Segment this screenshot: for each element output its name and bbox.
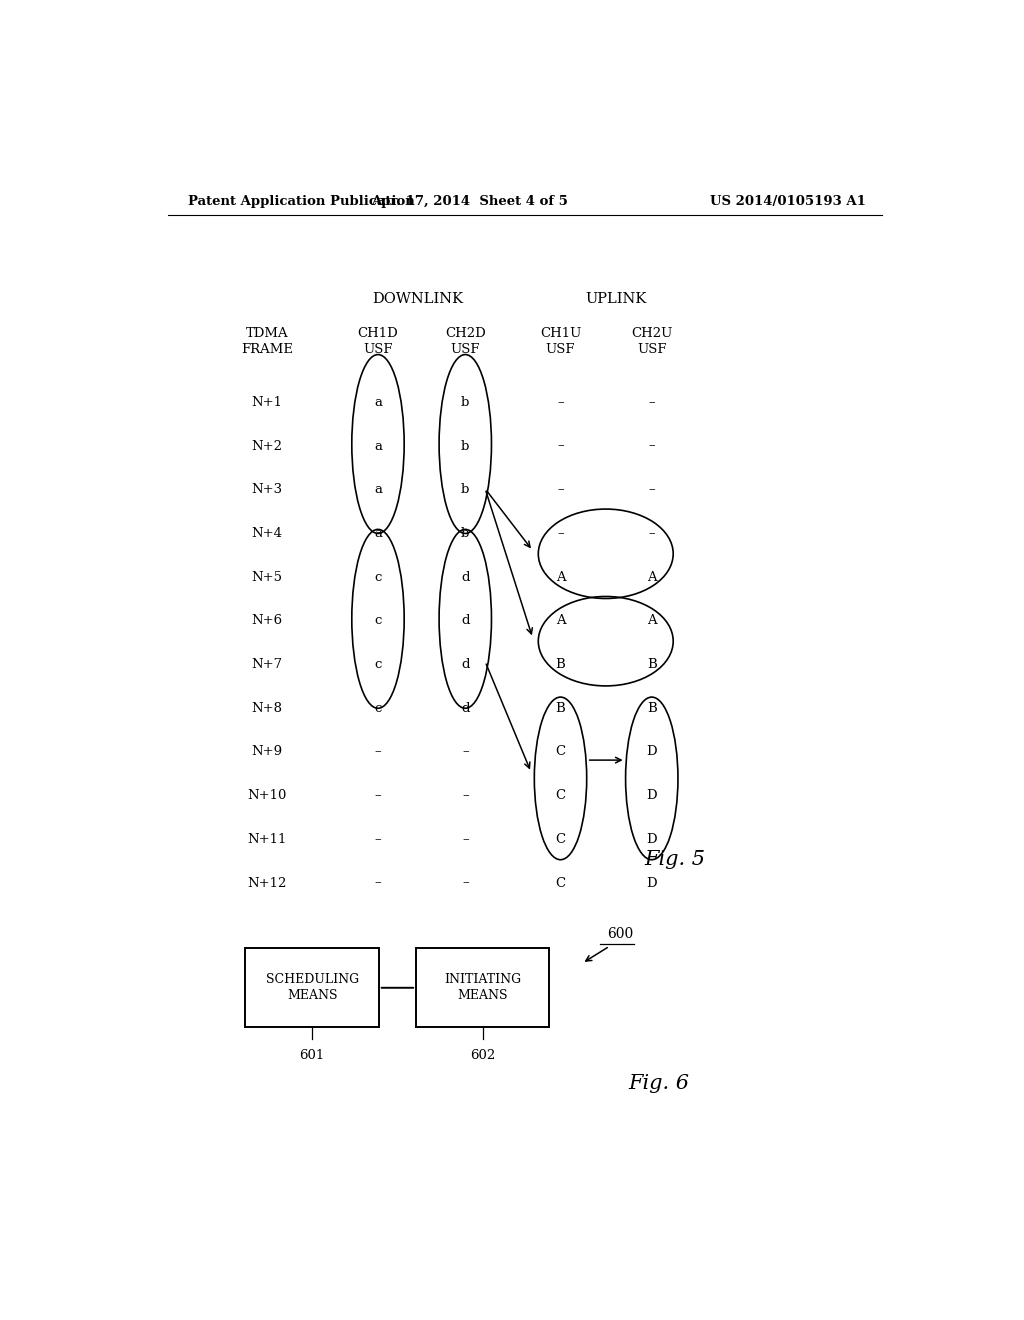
Text: C: C [555, 833, 565, 846]
Text: d: d [461, 614, 470, 627]
Text: N+8: N+8 [251, 702, 283, 714]
Text: N+1: N+1 [251, 396, 283, 409]
Text: N+11: N+11 [247, 833, 287, 846]
Text: c: c [375, 659, 382, 671]
Text: A: A [556, 614, 565, 627]
Text: D: D [646, 876, 657, 890]
Text: –: – [648, 396, 655, 409]
Text: TDMA
FRAME: TDMA FRAME [241, 327, 293, 356]
Text: –: – [648, 527, 655, 540]
FancyBboxPatch shape [246, 948, 379, 1027]
Text: a: a [374, 440, 382, 453]
Text: –: – [648, 440, 655, 453]
Text: A: A [647, 570, 656, 583]
Text: –: – [375, 746, 381, 759]
Text: –: – [375, 789, 381, 803]
Text: a: a [374, 483, 382, 496]
Text: d: d [461, 570, 470, 583]
Text: –: – [462, 833, 469, 846]
Text: b: b [461, 440, 469, 453]
Text: N+3: N+3 [251, 483, 283, 496]
Text: Fig. 6: Fig. 6 [628, 1074, 689, 1093]
Text: –: – [375, 833, 381, 846]
Text: SCHEDULING
MEANS: SCHEDULING MEANS [265, 973, 358, 1002]
Text: Apr. 17, 2014  Sheet 4 of 5: Apr. 17, 2014 Sheet 4 of 5 [371, 194, 567, 207]
Text: CH2D
USF: CH2D USF [444, 327, 485, 356]
Text: –: – [557, 396, 564, 409]
Text: US 2014/0105193 A1: US 2014/0105193 A1 [711, 194, 866, 207]
Text: C: C [555, 746, 565, 759]
Text: d: d [461, 659, 470, 671]
Text: CH1D
USF: CH1D USF [357, 327, 398, 356]
Text: B: B [647, 702, 656, 714]
Text: –: – [462, 876, 469, 890]
Text: b: b [461, 527, 469, 540]
Text: a: a [374, 527, 382, 540]
Text: A: A [647, 614, 656, 627]
Text: Patent Application Publication: Patent Application Publication [187, 194, 415, 207]
Text: c: c [375, 614, 382, 627]
Text: DOWNLINK: DOWNLINK [372, 292, 463, 306]
Text: D: D [646, 833, 657, 846]
Text: b: b [461, 483, 469, 496]
Text: –: – [462, 746, 469, 759]
Text: N+2: N+2 [251, 440, 283, 453]
Text: N+6: N+6 [251, 614, 283, 627]
Text: N+10: N+10 [247, 789, 287, 803]
Text: B: B [556, 702, 565, 714]
Text: 601: 601 [299, 1049, 325, 1061]
Text: 602: 602 [470, 1049, 496, 1061]
Text: –: – [648, 483, 655, 496]
Text: c: c [375, 702, 382, 714]
Text: b: b [461, 396, 469, 409]
Text: d: d [461, 702, 470, 714]
Text: C: C [555, 876, 565, 890]
Text: C: C [555, 789, 565, 803]
FancyBboxPatch shape [416, 948, 550, 1027]
Text: N+4: N+4 [251, 527, 283, 540]
Text: INITIATING
MEANS: INITIATING MEANS [444, 973, 521, 1002]
Text: –: – [462, 789, 469, 803]
Text: –: – [557, 483, 564, 496]
Text: –: – [557, 527, 564, 540]
Text: D: D [646, 789, 657, 803]
Text: N+7: N+7 [251, 659, 283, 671]
Text: c: c [375, 570, 382, 583]
Text: D: D [646, 746, 657, 759]
Text: CH2U
USF: CH2U USF [631, 327, 673, 356]
Text: N+12: N+12 [247, 876, 287, 890]
Text: Fig. 5: Fig. 5 [644, 850, 705, 869]
Text: B: B [647, 659, 656, 671]
Text: –: – [375, 876, 381, 890]
Text: –: – [557, 440, 564, 453]
Text: A: A [556, 570, 565, 583]
Text: N+9: N+9 [251, 746, 283, 759]
Text: B: B [556, 659, 565, 671]
Text: UPLINK: UPLINK [586, 292, 647, 306]
Text: CH1U
USF: CH1U USF [540, 327, 582, 356]
Text: a: a [374, 396, 382, 409]
Text: 600: 600 [607, 927, 633, 941]
Text: N+5: N+5 [251, 570, 283, 583]
